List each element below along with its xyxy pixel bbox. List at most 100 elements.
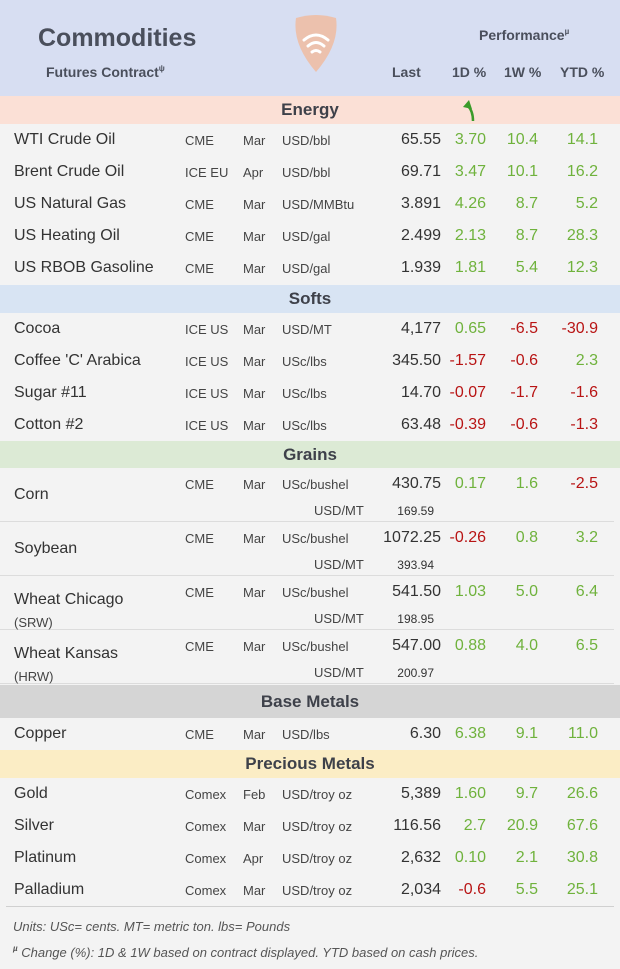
table-row: Gold Comex Feb USD/troy oz 5,389 1.60 9.7 26.6 [0, 778, 614, 810]
futures-contract-label: Futures Contractψ [46, 64, 165, 80]
change-ytd: 28.3 [566, 227, 598, 244]
change-ytd: 6.5 [575, 637, 598, 654]
logo-icon [295, 15, 337, 72]
table-row: Sugar #11 ICE US Mar USc/lbs 14.70 -0.07 -1.7 -… [0, 377, 614, 409]
change-1d: 1.03 [454, 583, 486, 600]
performance-label: Performanceµ [479, 27, 569, 43]
change-ytd: 67.6 [566, 817, 598, 834]
change-1w: 8.7 [515, 195, 538, 212]
contract-month: Mar [243, 585, 266, 600]
change-1d: -0.26 [449, 529, 486, 546]
change-1w: 9.1 [515, 725, 538, 742]
contract-month: Mar [243, 477, 266, 492]
futures-contract-text: Futures Contract [46, 64, 159, 80]
unit: USD/troy oz [282, 883, 353, 898]
contract-month: Mar [243, 322, 266, 337]
table-row: Brent Crude Oil ICE EU Apr USD/bbl 69.71 3.47… [0, 156, 614, 188]
exchange: ICE US [185, 322, 229, 337]
commodity-name: Silver [14, 817, 55, 834]
unit: USD/gal [282, 261, 331, 276]
last-price: 63.48 [400, 416, 441, 433]
commodity-name: Brent Crude Oil [14, 163, 125, 180]
change-ytd: -2.5 [570, 475, 598, 492]
last-price: 6.30 [409, 725, 441, 742]
exchange: Comex [185, 883, 227, 898]
exchange: ICE US [185, 418, 229, 433]
last-price: 14.70 [400, 384, 441, 401]
section-softs: Softs [0, 285, 620, 313]
col-last: Last [392, 64, 421, 80]
commodity-name: US Natural Gas [14, 195, 127, 212]
change-1w: 2.1 [515, 849, 538, 866]
change-1w: -0.6 [510, 352, 538, 369]
change-ytd: -1.6 [570, 384, 598, 401]
exchange: CME [185, 639, 214, 654]
unit: USc/bushel [282, 477, 349, 492]
change-ytd: 12.3 [566, 259, 598, 276]
change-1d: 1.60 [454, 785, 486, 802]
last-price: 5,389 [400, 785, 441, 802]
change-1w: 0.8 [515, 529, 538, 546]
exchange: CME [185, 261, 214, 276]
footer-units: Units: USc= cents. MT= metric ton. lbs= … [13, 919, 291, 934]
change-1d: 0.88 [454, 637, 486, 654]
exchange: CME [185, 585, 214, 600]
change-1d: 2.13 [454, 227, 486, 244]
col-1w: 1W % [504, 64, 542, 80]
change-1d: 3.47 [454, 163, 486, 180]
footer-change-text: Change (%): 1D & 1W based on contract di… [17, 945, 479, 960]
change-1w: 1.6 [515, 475, 538, 492]
change-ytd: 14.1 [566, 131, 598, 148]
table-header: Commodities Futures Contractψ Performanc… [0, 0, 620, 96]
unit: USD/gal [282, 229, 331, 244]
unit-secondary: USD/MT [314, 557, 364, 572]
last-price: 65.55 [400, 131, 441, 148]
performance-text: Performance [479, 27, 565, 43]
commodity-subname: (HRW) [14, 669, 54, 684]
unit: USD/troy oz [282, 819, 353, 834]
contract-month: Mar [243, 133, 266, 148]
unit: USD/lbs [282, 727, 330, 742]
page-title: Commodities [38, 24, 197, 52]
unit-secondary: USD/MT [314, 611, 364, 626]
last-price: 345.50 [392, 352, 441, 369]
contract-month: Apr [243, 851, 264, 866]
last-price: 541.50 [392, 583, 441, 600]
col-1d: 1D % [452, 64, 487, 80]
last-price: 1.939 [400, 259, 441, 276]
contract-month: Mar [243, 819, 266, 834]
table-row: Corn CME Mar USc/bushel 430.75 USD/MT 169.59 0.… [0, 468, 614, 522]
change-ytd: 6.4 [575, 583, 598, 600]
last-price: 547.00 [392, 637, 441, 654]
change-ytd: 5.2 [575, 195, 598, 212]
contract-month: Feb [243, 787, 266, 802]
commodity-name: WTI Crude Oil [14, 131, 116, 148]
exchange: CME [185, 133, 214, 148]
table-row: Wheat Chicago (SRW) CME Mar USc/bushel 541.50… [0, 576, 614, 630]
contract-month: Mar [243, 261, 266, 276]
contract-month: Mar [243, 354, 266, 369]
change-1d: 1.81 [454, 259, 486, 276]
last-price: 1072.25 [383, 529, 441, 546]
change-1d: -0.6 [458, 881, 486, 898]
exchange: CME [185, 727, 214, 742]
commodity-name: US Heating Oil [14, 227, 120, 244]
table-row: WTI Crude Oil CME Mar USD/bbl 65.55 3.70 10.4 1… [0, 124, 614, 156]
exchange: CME [185, 477, 214, 492]
table-row: US RBOB Gasoline CME Mar USD/gal 1.939 1.81 5.… [0, 252, 614, 284]
change-ytd: 3.2 [575, 529, 598, 546]
change-ytd: -1.3 [570, 416, 598, 433]
commodity-name: Soybean [14, 540, 78, 557]
last-price: 69.71 [400, 163, 441, 180]
last-price: 430.75 [392, 475, 441, 492]
contract-month: Mar [243, 418, 266, 433]
footer-divider [6, 906, 614, 907]
change-ytd: -30.9 [561, 320, 598, 337]
last-price: 2,632 [400, 849, 441, 866]
unit: USD/MT [282, 322, 332, 337]
change-1w: 8.7 [515, 227, 538, 244]
change-ytd: 16.2 [566, 163, 598, 180]
change-1d: 6.38 [454, 725, 486, 742]
change-1w: 10.1 [506, 163, 538, 180]
change-1w: -0.6 [510, 416, 538, 433]
